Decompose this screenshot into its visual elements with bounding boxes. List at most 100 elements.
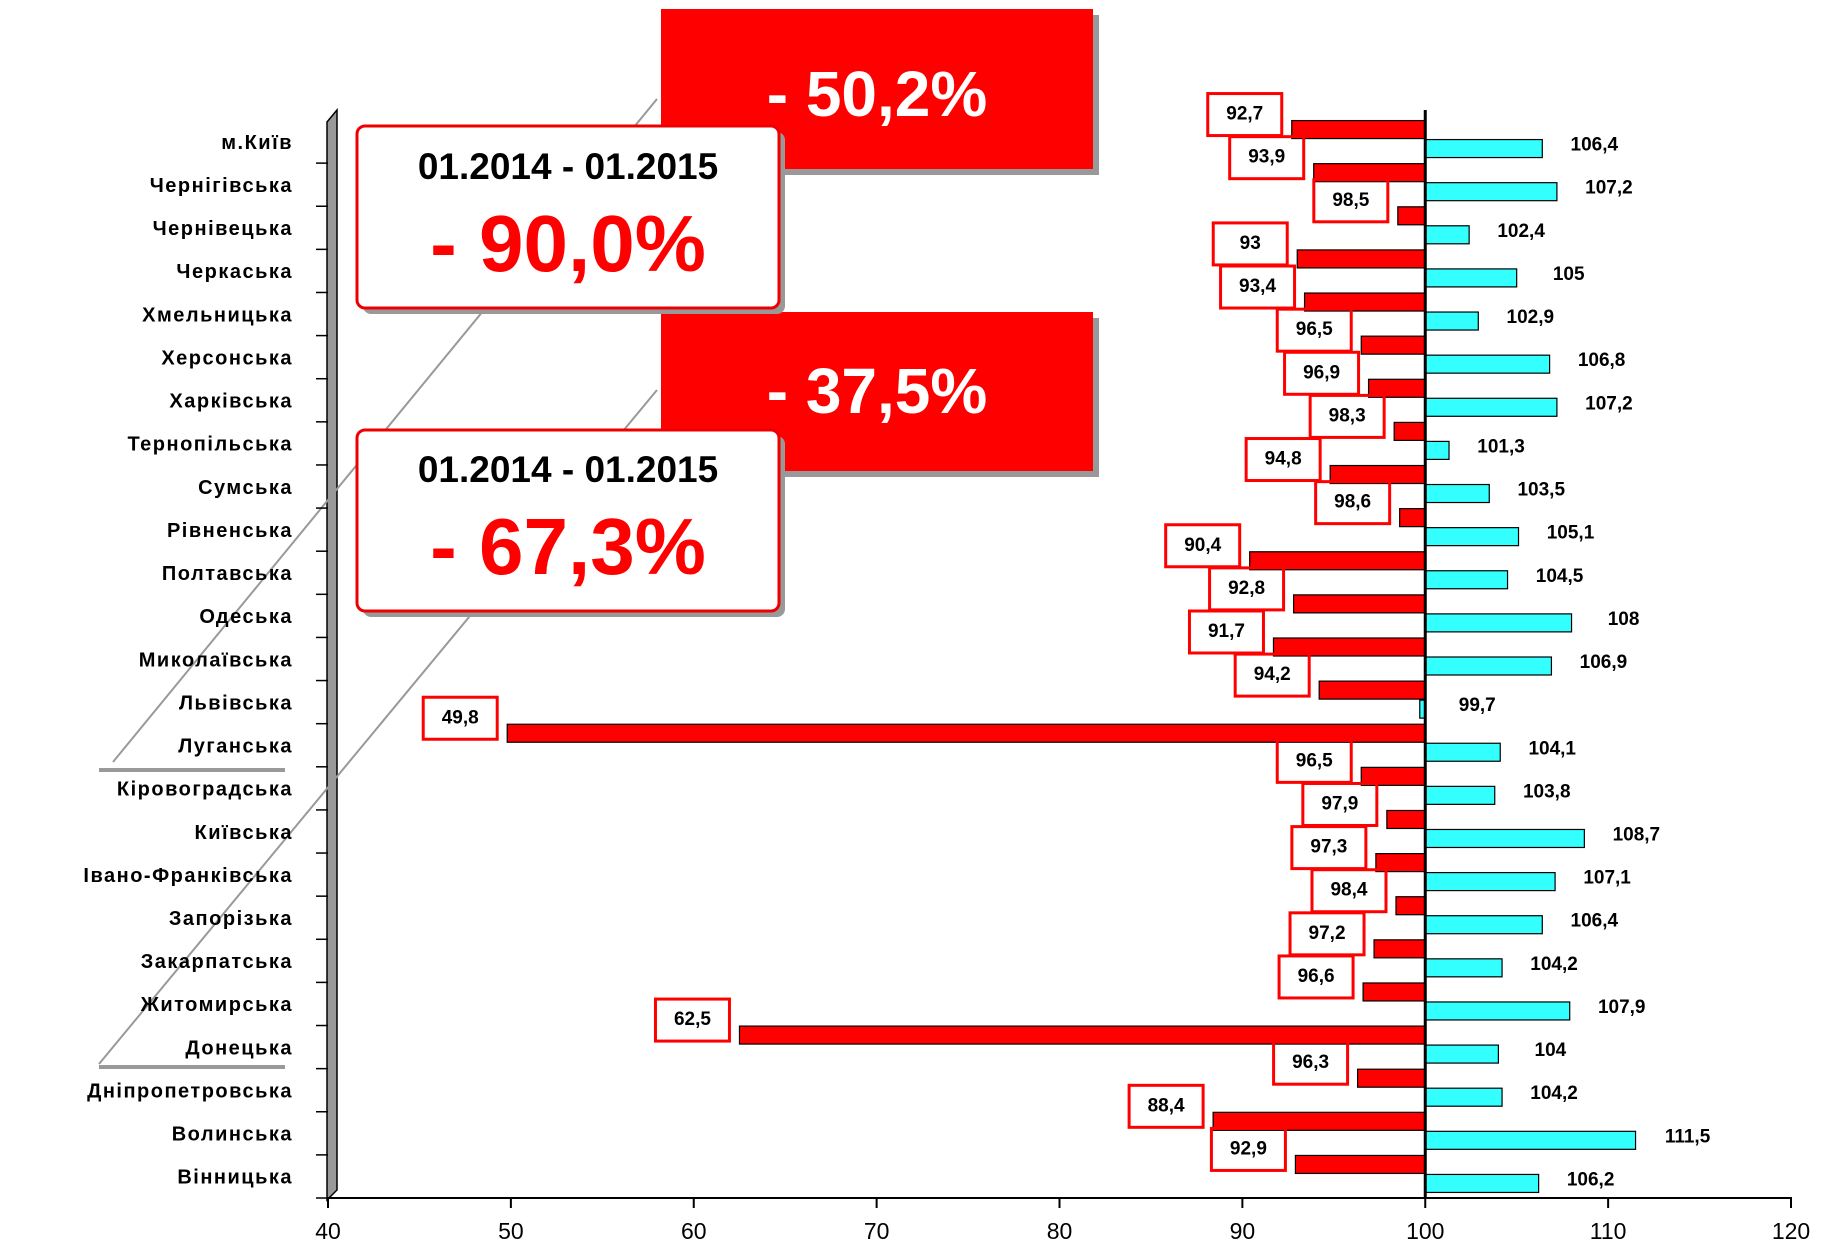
y-tick-label: Черкаська	[176, 261, 293, 283]
value-label: 104,2	[1530, 1083, 1578, 1104]
x-tick-label: 50	[498, 1218, 524, 1244]
bar	[1424, 1044, 1500, 1064]
bar	[1399, 508, 1426, 528]
value-label: 93	[1240, 233, 1261, 254]
y-tick-label: Тернопільська	[127, 434, 293, 456]
y-tick-label: Івано-Франківська	[83, 865, 293, 887]
bar	[1424, 138, 1543, 159]
x-tick-label: 70	[864, 1218, 890, 1244]
bar	[1424, 915, 1543, 935]
value-label: 97,2	[1309, 923, 1346, 944]
x-tick-label: 90	[1230, 1218, 1256, 1244]
bar	[1291, 119, 1426, 140]
value-label: 104,2	[1530, 954, 1578, 975]
value-label: 101,3	[1477, 436, 1525, 457]
x-tick-label: 40	[315, 1218, 341, 1244]
y-tick-label: Житомирська	[140, 994, 293, 1016]
value-label-box	[1209, 1126, 1287, 1172]
value-label: 97,9	[1321, 793, 1358, 814]
callout-period: 01.2014 - 01.2015	[418, 449, 718, 490]
bar	[1294, 1154, 1426, 1175]
bar	[1424, 1087, 1503, 1107]
value-label: 93,4	[1239, 276, 1276, 297]
value-label: 102,4	[1497, 221, 1545, 242]
y-tick-label: Полтавська	[162, 563, 293, 585]
y-tick-label: Закарпатська	[141, 951, 293, 973]
y-tick-label: Запорізька	[169, 908, 293, 930]
y-tick-label: Львівська	[179, 692, 293, 714]
bar	[1373, 939, 1426, 959]
y-tick-label: Херсонська	[161, 347, 293, 369]
callout-text: - 50,2%	[767, 58, 988, 130]
value-label: 92,7	[1226, 104, 1263, 125]
value-label: 96,9	[1303, 362, 1340, 383]
bar	[1424, 1130, 1637, 1150]
value-label: 103,8	[1523, 781, 1571, 802]
value-label: 104,5	[1536, 566, 1584, 587]
value-label-box	[1127, 1083, 1205, 1129]
bar	[1424, 268, 1518, 288]
value-label: 91,7	[1208, 621, 1245, 642]
value-label: 106,2	[1567, 1169, 1615, 1190]
y-tick-label: Дніпропетровська	[87, 1080, 293, 1102]
y-tick-label: Сумська	[198, 477, 293, 499]
value-label: 105	[1553, 264, 1585, 285]
y-tick-label: Рівненська	[167, 520, 293, 542]
y-tick-label: м.Київ	[221, 132, 293, 154]
bar	[1424, 354, 1551, 374]
callout-box	[355, 124, 781, 310]
y-tick-label: Харківська	[169, 391, 293, 413]
y-tick-label: Київська	[195, 822, 293, 844]
value-label: 105,1	[1547, 523, 1595, 544]
bar	[1360, 335, 1426, 355]
bar	[1424, 613, 1573, 633]
y-tick-label: Вінницька	[177, 1167, 293, 1189]
bar	[1424, 440, 1450, 460]
value-label: 103,5	[1517, 480, 1565, 501]
value-label: 93,9	[1248, 147, 1285, 168]
y-tick-label: Хмельницька	[142, 304, 293, 326]
x-tick-label: 60	[681, 1218, 707, 1244]
callout-period: 01.2014 - 01.2015	[418, 146, 718, 187]
value-label-box	[421, 695, 499, 741]
axis-panel	[326, 107, 338, 1202]
value-label: 98,5	[1332, 190, 1369, 211]
value-label: 104	[1535, 1040, 1567, 1061]
value-label: 96,5	[1296, 750, 1333, 771]
callout-box	[355, 428, 781, 613]
value-label-box	[1187, 609, 1265, 655]
value-label: 94,2	[1254, 664, 1291, 685]
value-label-box	[1244, 437, 1322, 483]
value-label: 92,8	[1228, 578, 1265, 599]
value-label-box	[1272, 1040, 1350, 1086]
value-label: 92,9	[1230, 1138, 1267, 1159]
value-label: 102,9	[1507, 307, 1555, 328]
value-label: 62,5	[674, 1009, 711, 1030]
bar	[1424, 182, 1558, 202]
bar	[1424, 1001, 1571, 1021]
value-label: 106,9	[1580, 652, 1628, 673]
bar	[1424, 311, 1479, 331]
callout-text: - 37,5%	[767, 355, 988, 427]
x-tick-label: 110	[1590, 1218, 1627, 1244]
x-tick-label: 100	[1406, 1218, 1444, 1244]
y-tick-label: Донецька	[185, 1037, 293, 1059]
y-tick-label: Чернігівська	[150, 175, 293, 197]
bar	[1424, 656, 1553, 676]
bar	[1424, 871, 1556, 892]
value-label: 107,1	[1583, 868, 1631, 889]
value-label-box	[1277, 954, 1355, 1000]
value-label-box	[1228, 135, 1306, 181]
value-label-box	[1314, 480, 1392, 526]
x-tick-label: 80	[1047, 1218, 1073, 1244]
value-label-box	[653, 997, 731, 1043]
bar	[1424, 958, 1503, 978]
value-label: 94,8	[1265, 449, 1302, 470]
value-label: 98,3	[1329, 405, 1366, 426]
bar	[1296, 249, 1426, 269]
value-label: 96,3	[1292, 1052, 1329, 1073]
y-tick-label: Чернівецька	[153, 218, 293, 240]
callout-text: - 90,0%	[430, 199, 706, 288]
y-tick-label: Миколаївська	[139, 649, 293, 671]
